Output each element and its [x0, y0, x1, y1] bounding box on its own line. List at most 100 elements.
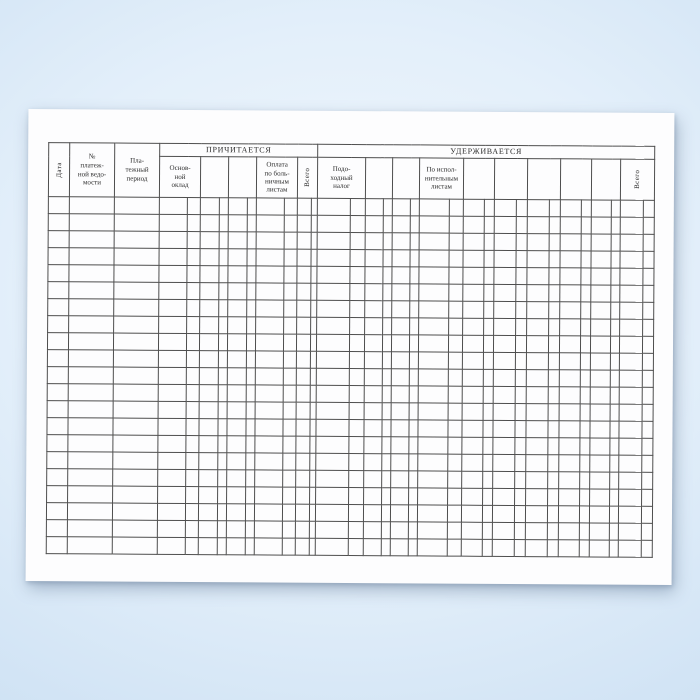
- grid-cell: [484, 216, 495, 234]
- grid-cell: [548, 335, 560, 353]
- grid-cell: [463, 233, 485, 251]
- grid-cell: [67, 536, 113, 555]
- column-header-label: Дата: [54, 161, 63, 178]
- grid-cell: [254, 469, 283, 488]
- grid-cell: [69, 196, 115, 215]
- grid-cell: [526, 284, 549, 302]
- grid-cell: [349, 334, 365, 352]
- grid-cell: [68, 264, 114, 283]
- column-header-pay-sheet-number: № платеж-ной ведо-мости: [69, 142, 115, 198]
- grid-cell: [282, 521, 296, 539]
- grid-cell: [462, 403, 484, 421]
- grid-cell: [447, 471, 462, 489]
- column-header-label: Подо-: [332, 165, 351, 174]
- grid-cell: [348, 419, 365, 437]
- grid-cell: [364, 351, 383, 369]
- grid-cell: [365, 232, 384, 250]
- grid-cell: [113, 384, 159, 402]
- grid-cell: [390, 436, 409, 454]
- grid-cell: [295, 436, 310, 454]
- grid-cell: [462, 284, 484, 302]
- grid-cell: [462, 369, 484, 387]
- column-header-label: тежный: [125, 165, 149, 174]
- grid-cell: [492, 488, 515, 506]
- grid-cell: [315, 436, 349, 454]
- grid-cell: [408, 487, 418, 505]
- grid-cell: [391, 300, 410, 318]
- grid-cell: [449, 199, 464, 217]
- grid-cell: [112, 520, 158, 538]
- grid-cell: [348, 470, 364, 488]
- grid-cell: [492, 454, 515, 472]
- grid-cell: [515, 250, 528, 268]
- grid-cell: [447, 522, 462, 540]
- grid-cell: [447, 437, 462, 455]
- grid-cell: [226, 520, 246, 538]
- grid-cell: [547, 437, 559, 455]
- column-header-accrued-blank-1: [200, 156, 229, 198]
- grid-cell: [448, 386, 463, 404]
- grid-cell: [186, 401, 200, 419]
- grid-cell: [462, 386, 484, 404]
- grid-cell: [447, 539, 462, 557]
- grid-cell: [283, 368, 297, 386]
- grid-cell: [382, 368, 392, 386]
- grid-cell: [284, 232, 298, 250]
- grid-cell: [199, 248, 220, 266]
- grid-cell: [159, 231, 188, 249]
- grid-cell: [589, 420, 611, 439]
- grid-cell: [547, 505, 559, 523]
- grid-cell: [559, 369, 581, 387]
- grid-cell: [526, 335, 549, 353]
- grid-cell: [68, 247, 115, 266]
- grid-cell: [113, 350, 159, 368]
- grid-cell: [159, 197, 188, 215]
- grid-cell: [112, 537, 158, 555]
- grid-cell: [642, 336, 654, 354]
- grid-cell: [492, 539, 515, 557]
- grid-cell: [283, 402, 297, 420]
- grid-cell: [409, 300, 419, 318]
- grid-cell: [383, 232, 393, 250]
- grid-cell: [349, 317, 365, 335]
- grid-cell: [482, 454, 493, 472]
- grid-cell: [408, 419, 419, 437]
- grid-cell: [620, 200, 644, 218]
- grid-cell: [579, 505, 590, 523]
- grid-cell: [408, 470, 418, 488]
- column-header-label: ничным: [265, 177, 289, 186]
- grid-cell: [254, 503, 283, 522]
- grid-cell: [199, 299, 219, 317]
- grid-cell: [514, 505, 526, 523]
- grid-cell: [46, 434, 68, 452]
- grid-cell: [199, 367, 219, 385]
- grid-cell: [641, 455, 653, 473]
- grid-cell: [642, 302, 654, 320]
- column-header-date: Дата: [48, 142, 70, 197]
- grid-cell: [462, 335, 484, 353]
- grid-cell: [391, 385, 410, 403]
- grid-cell: [245, 537, 255, 555]
- grid-cell: [619, 319, 643, 337]
- grid-cell: [217, 469, 227, 487]
- grid-cell: [198, 469, 218, 487]
- grid-cell: [641, 523, 653, 541]
- grid-cell: [494, 199, 517, 217]
- grid-cell: [494, 233, 517, 251]
- grid-cell: [493, 250, 517, 268]
- grid-cell: [447, 505, 462, 523]
- grid-cell: [483, 318, 494, 336]
- grid-cell: [226, 486, 246, 504]
- grid-cell: [47, 264, 69, 282]
- grid-cell: [255, 384, 284, 403]
- grid-cell: [255, 316, 284, 335]
- grid-cell: [589, 539, 610, 558]
- grid-cell: [619, 353, 643, 371]
- grid-cell: [493, 403, 516, 421]
- grid-cell: [418, 368, 449, 387]
- grid-cell: [390, 521, 409, 539]
- grid-cell: [408, 521, 418, 539]
- column-header-label: №: [88, 152, 96, 161]
- paper-sheet: Дата № платеж-ной ведо-мости Пла-тежный пери…: [25, 109, 675, 585]
- grid-cell: [559, 250, 582, 268]
